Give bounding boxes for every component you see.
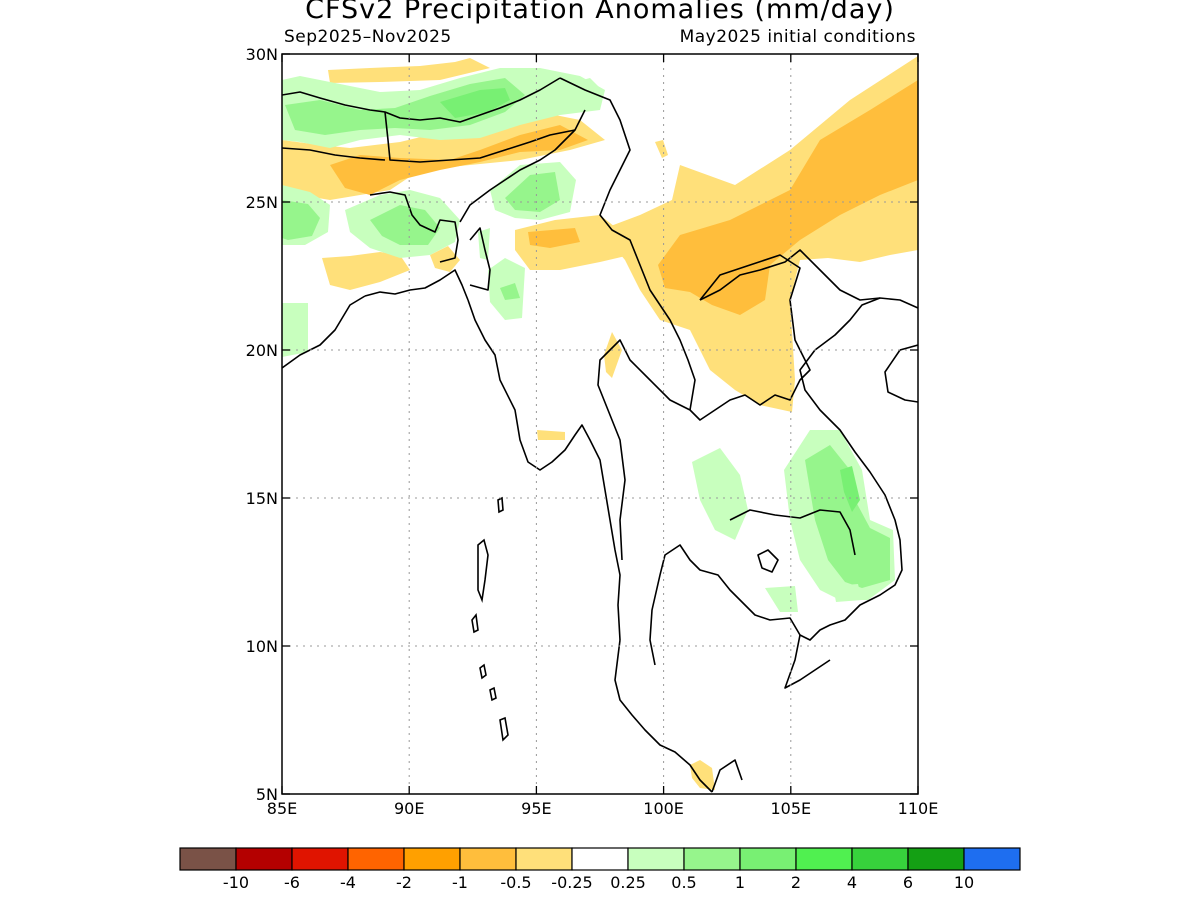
border-bhutan	[384, 111, 576, 163]
coastline-mekong-delta	[784, 634, 831, 689]
colorbar-label: 2	[791, 873, 801, 892]
colorbar-swatch	[739, 847, 797, 871]
map-title: CFSv2 Precipitation Anomalies (mm/day)	[305, 0, 895, 25]
dry-region-gulf-martaban	[537, 430, 565, 440]
colorbar-label: 6	[903, 873, 913, 892]
border-china-laos-vietnam	[699, 249, 881, 301]
wet-region-assam-core	[505, 172, 560, 212]
lon-tick-label: 85E	[267, 799, 297, 818]
dry-region-tibet-north	[328, 58, 490, 83]
border-laos	[689, 254, 811, 421]
wet-region-tibet-mid	[440, 88, 510, 118]
coastline-bengal-delta	[364, 269, 469, 301]
border-nepal-south	[282, 147, 386, 161]
colorbar-swatch	[347, 847, 405, 871]
colorbar-swatch	[795, 847, 853, 871]
dry-region-south-china-core	[658, 80, 918, 315]
border-myanmar-india	[469, 227, 491, 291]
colorbar-swatch	[571, 847, 629, 871]
colorbar-swatch	[907, 847, 965, 871]
wet-region-tibet-northeast	[575, 78, 600, 95]
colorbar-swatch	[515, 847, 573, 871]
colorbar-swatch	[459, 847, 517, 871]
lat-tick-label: 30N	[246, 45, 278, 64]
colorbar-swatch	[851, 847, 909, 871]
colorbar-label: -4	[340, 873, 356, 892]
wet-region-thailand	[692, 448, 748, 540]
wet-region-nepal-west-core	[282, 200, 320, 240]
border-china-myanmar	[559, 77, 696, 411]
anomaly-field	[282, 56, 918, 790]
lon-tick-label: 90E	[394, 799, 424, 818]
dry-region-malaysia	[690, 760, 715, 790]
border-bangladesh	[369, 191, 459, 263]
colorbar-swatch	[963, 847, 1021, 871]
lon-tick-label: 105E	[770, 799, 811, 818]
coastline-hainan-gulf	[884, 344, 918, 403]
border-cambodia	[729, 509, 856, 556]
coastlines-and-borders	[282, 77, 918, 793]
dry-region-north-myanmar-core	[528, 228, 580, 248]
wet-region-india-east	[282, 303, 308, 357]
map-frame	[281, 53, 919, 795]
wet-region-bengal-core	[370, 205, 440, 245]
colorbar-swatch	[403, 847, 461, 871]
colorbar-label: -2	[396, 873, 412, 892]
colorbar-label: 0.25	[610, 873, 646, 892]
coastline-peninsula-east	[711, 759, 743, 793]
dry-region-tibet-patch	[655, 140, 668, 158]
colorbar-label: 0.5	[671, 873, 696, 892]
coastline-thai-peninsula	[614, 639, 713, 793]
colorbar: -10 -6 -4 -2 -1 -0.5 -0.25 0.25 0.5 1 2 4 6 10	[179, 847, 1021, 892]
wet-region-vietnam-central	[840, 466, 860, 512]
colorbar-swatch	[627, 847, 685, 871]
colorbar-swatch	[235, 847, 293, 871]
lat-tick-label: 10N	[246, 637, 278, 656]
coastline-india-east	[282, 295, 366, 369]
lon-tick-label: 100E	[643, 799, 684, 818]
border-thai-myanmar	[597, 339, 691, 561]
colorbar-label: 10	[954, 873, 974, 892]
border-himalaya	[282, 77, 561, 123]
initial-conditions-label: May2025 initial conditions	[679, 27, 916, 47]
colorbar-label: 4	[847, 873, 857, 892]
colorbar-label: 1	[735, 873, 745, 892]
dry-region-bangladesh	[322, 252, 410, 290]
wet-region-vietnam-south	[833, 584, 862, 602]
colorbar-label: -10	[223, 873, 249, 892]
border-northeast-india	[459, 109, 586, 223]
dry-region-manipur	[430, 246, 460, 272]
colorbar-swatch	[179, 847, 237, 871]
wet-region-laos-vietnam-core	[805, 445, 890, 588]
lat-tick-label: 20N	[246, 341, 278, 360]
colorbar-label: -0.25	[551, 873, 592, 892]
wet-anomaly-regions	[282, 68, 895, 612]
andaman-islands	[471, 496, 509, 742]
colorbar-swatch	[291, 847, 349, 871]
colorbar-label: -1	[452, 873, 468, 892]
coastline-gulf-of-thailand	[649, 297, 918, 666]
dry-region-thailand-north	[604, 332, 622, 378]
wet-region-cambodia	[765, 586, 798, 612]
colorbar-label: -0.5	[500, 873, 531, 892]
lon-tick-label: 110E	[898, 799, 939, 818]
axis-ticks: 85E 90E 95E 100E 105E 110E 5N 10N 15N 20N 25N 30N	[246, 45, 939, 818]
lat-tick-label: 5N	[256, 785, 278, 804]
colorbar-label: -6	[284, 873, 300, 892]
lat-tick-label: 25N	[246, 193, 278, 212]
dry-anomaly-regions	[282, 56, 918, 790]
tonle-sap-lake	[757, 549, 779, 573]
colorbar-swatch	[683, 847, 741, 871]
wet-region-myanmar-core	[500, 283, 520, 300]
lat-tick-label: 15N	[246, 489, 278, 508]
map-grid	[282, 54, 918, 794]
coastline-myanmar	[467, 299, 621, 641]
lon-tick-label: 95E	[521, 799, 551, 818]
season-label: Sep2025–Nov2025	[284, 27, 452, 47]
